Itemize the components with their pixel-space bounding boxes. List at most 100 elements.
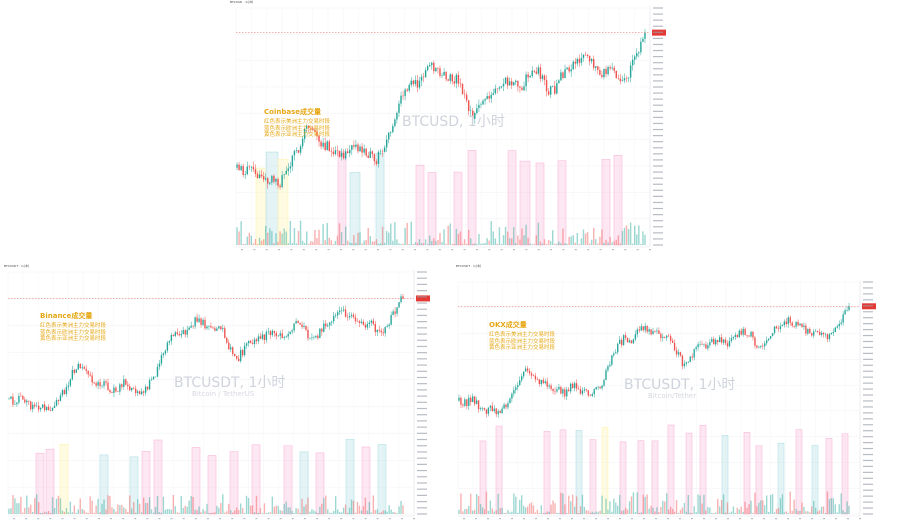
session-band: [699, 424, 707, 515]
volume-bar: [593, 227, 595, 245]
session-band: [283, 445, 293, 515]
candle: [77, 363, 79, 370]
volume-bar: [640, 244, 642, 245]
volume-bar: [822, 506, 825, 514]
time-axis-tick: [703, 518, 705, 520]
candle: [574, 61, 576, 64]
volume-bar: [103, 499, 105, 514]
volume-bar: [408, 243, 410, 245]
candle: [572, 61, 574, 70]
candle: [202, 319, 204, 325]
overlay-line-europe: 蓝色表示欧洲主力交易时段: [489, 338, 556, 345]
candle: [351, 145, 353, 150]
candle: [103, 381, 105, 386]
session-band: [479, 440, 487, 515]
candle: [390, 315, 392, 325]
candle: [283, 174, 285, 176]
candle: [756, 345, 758, 348]
volume-bar: [212, 512, 214, 514]
time-axis-tick: [523, 518, 525, 520]
volume-bar: [371, 241, 374, 245]
overlay-line-europe: 蓝色表示欧洲主力交易时段: [40, 329, 107, 336]
price-axis-tick: [653, 153, 663, 155]
candle: [164, 350, 167, 354]
volume-bar: [174, 506, 177, 514]
volume-bar: [347, 240, 349, 245]
candle: [85, 368, 87, 371]
candle: [22, 395, 24, 400]
volume-bar: [271, 231, 273, 245]
chart-canvas[interactable]: [0, 264, 450, 528]
volume-bar: [279, 231, 281, 245]
candle: [123, 379, 125, 387]
candle: [127, 384, 129, 387]
candle: [701, 343, 703, 345]
volume-bar: [49, 512, 52, 514]
volume-bar: [590, 239, 593, 245]
price-axis-tick: [417, 395, 427, 397]
time-axis-tick: [463, 249, 466, 251]
volume-bar: [418, 239, 421, 245]
volume-bar: [105, 509, 107, 514]
candle: [293, 150, 296, 156]
volume-bar: [355, 242, 357, 245]
candle: [497, 411, 499, 415]
volume-bar: [544, 512, 546, 514]
volume-bar: [291, 242, 294, 245]
time-axis-tick: [377, 249, 379, 251]
candle: [320, 141, 322, 147]
candle: [416, 80, 419, 88]
volume-bar: [247, 497, 250, 514]
candle: [828, 334, 831, 340]
time-axis-tick: [389, 249, 392, 251]
time-axis-tick: [231, 518, 234, 520]
volume-bar: [495, 510, 497, 514]
candle: [186, 329, 188, 335]
candle: [314, 129, 316, 133]
volume-bar: [289, 221, 292, 245]
candle: [394, 311, 396, 314]
candle: [69, 379, 72, 386]
volume-bar: [785, 511, 787, 514]
volume-bar: [356, 502, 359, 514]
volume-bar: [186, 506, 188, 514]
candle: [349, 149, 351, 154]
candle: [542, 379, 544, 384]
candle: [781, 325, 784, 327]
chart-canvas[interactable]: [226, 0, 900, 260]
volume-bar: [377, 243, 380, 245]
candle: [558, 80, 560, 84]
volume-bar: [642, 494, 644, 514]
candle: [406, 89, 408, 91]
candle: [324, 142, 326, 150]
chart-canvas[interactable]: [452, 264, 900, 528]
candle: [525, 74, 527, 87]
volume-bar: [607, 242, 609, 245]
volume-bar: [564, 504, 566, 514]
candle: [297, 150, 300, 153]
volume-bar: [767, 511, 770, 514]
volume-bar: [462, 511, 464, 514]
candle: [834, 327, 836, 333]
candle: [734, 334, 737, 338]
candle: [265, 178, 267, 180]
session-band: [207, 455, 217, 515]
time-axis-tick: [511, 518, 513, 520]
volume-bar: [507, 509, 509, 514]
volume-bar: [634, 512, 637, 514]
candle: [838, 323, 840, 327]
price-axis-tick: [863, 293, 873, 295]
volume-bar: [380, 512, 382, 514]
volume-bar: [489, 500, 492, 514]
candle: [422, 76, 425, 78]
price-axis-tick: [653, 68, 663, 70]
candle: [654, 331, 656, 332]
volume-bar: [656, 507, 658, 514]
candle: [535, 71, 538, 74]
candle: [331, 321, 333, 323]
candle: [508, 81, 511, 86]
candle: [115, 387, 117, 392]
candle: [815, 331, 817, 332]
time-axis-tick: [562, 249, 565, 251]
candle: [258, 174, 261, 178]
